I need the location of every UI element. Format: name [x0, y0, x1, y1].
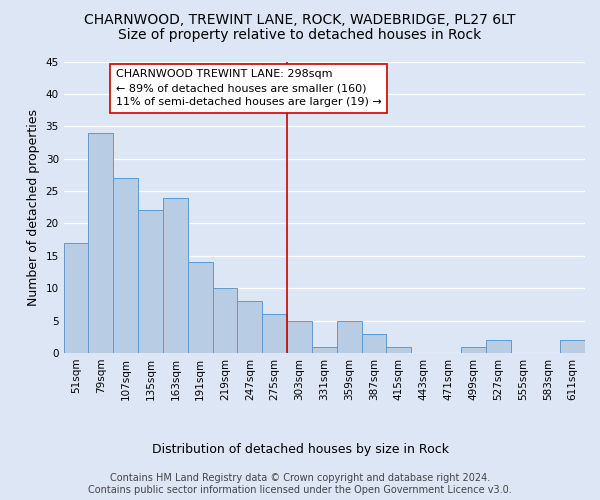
- Text: CHARNWOOD TREWINT LANE: 298sqm
← 89% of detached houses are smaller (160)
11% of: CHARNWOOD TREWINT LANE: 298sqm ← 89% of …: [116, 70, 382, 108]
- Bar: [113, 178, 138, 353]
- Bar: [560, 340, 585, 353]
- Bar: [212, 288, 238, 353]
- Bar: [138, 210, 163, 353]
- Text: Contains HM Land Registry data © Crown copyright and database right 2024.
Contai: Contains HM Land Registry data © Crown c…: [88, 474, 512, 495]
- Bar: [262, 314, 287, 353]
- Bar: [188, 262, 212, 353]
- Bar: [238, 301, 262, 353]
- Text: CHARNWOOD, TREWINT LANE, ROCK, WADEBRIDGE, PL27 6LT: CHARNWOOD, TREWINT LANE, ROCK, WADEBRIDG…: [84, 12, 516, 26]
- Bar: [64, 243, 88, 353]
- Text: Size of property relative to detached houses in Rock: Size of property relative to detached ho…: [118, 28, 482, 42]
- Bar: [287, 320, 312, 353]
- Bar: [386, 346, 411, 353]
- Bar: [163, 198, 188, 353]
- Bar: [461, 346, 485, 353]
- Bar: [362, 334, 386, 353]
- Bar: [312, 346, 337, 353]
- Y-axis label: Number of detached properties: Number of detached properties: [27, 109, 40, 306]
- Bar: [337, 320, 362, 353]
- Text: Distribution of detached houses by size in Rock: Distribution of detached houses by size …: [151, 442, 449, 456]
- Bar: [88, 133, 113, 353]
- Bar: [485, 340, 511, 353]
